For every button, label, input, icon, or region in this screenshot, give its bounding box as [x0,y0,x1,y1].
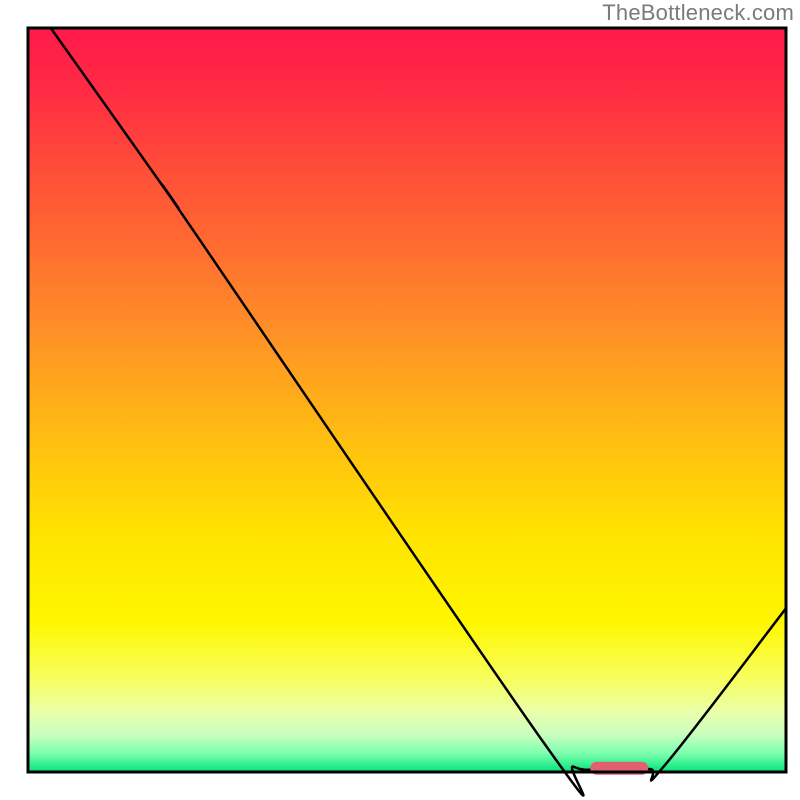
bottleneck-chart [0,0,800,800]
chart-container: TheBottleneck.com [0,0,800,800]
watermark-text: TheBottleneck.com [602,0,794,26]
plot-background [28,28,786,772]
